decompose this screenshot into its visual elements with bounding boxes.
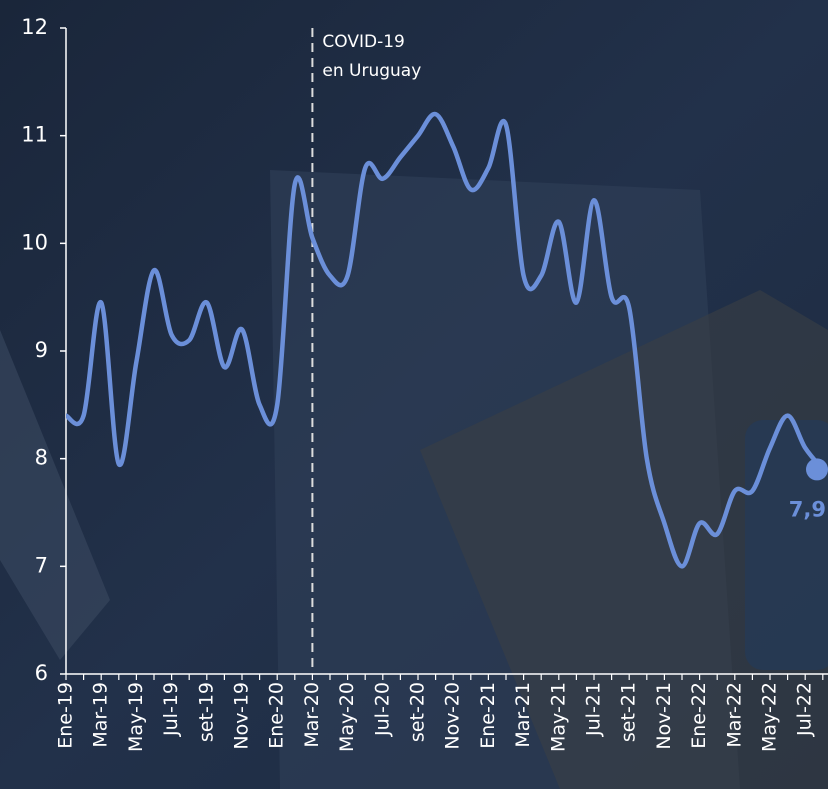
y-tick-label: 9 <box>35 338 48 362</box>
phone-shape <box>745 420 828 670</box>
y-tick-label: 7 <box>35 553 48 577</box>
x-tick-label: Ene-19 <box>55 682 77 749</box>
x-tick-label: Mar-22 <box>723 682 745 748</box>
x-tick-label: Nov-19 <box>231 682 253 750</box>
x-tick-label: set-19 <box>195 682 217 742</box>
x-tick-label: Jul-20 <box>371 682 393 737</box>
x-tick-label: Mar-21 <box>512 682 534 748</box>
y-tick-label: 12 <box>21 15 48 39</box>
y-tick-label: 8 <box>35 446 48 470</box>
x-tick-label: May-21 <box>547 682 569 752</box>
x-tick-label: Mar-20 <box>301 682 323 748</box>
x-tick-label: Jul-22 <box>794 682 816 737</box>
x-tick-label: Ene-21 <box>477 682 499 749</box>
y-tick-label: 11 <box>21 123 48 147</box>
x-tick-label: Jul-19 <box>160 682 182 737</box>
end-point <box>806 458 828 480</box>
x-tick-label: Ene-20 <box>266 682 288 749</box>
data-label: 7,9 <box>789 497 826 521</box>
x-tick-label: Mar-19 <box>90 682 112 748</box>
x-tick-label: May-20 <box>336 682 358 752</box>
annotation-text: en Uruguay <box>322 61 421 81</box>
annotation-text: COVID-19 <box>322 32 404 52</box>
chart: 6 7 8 9 10 11 12 Ene-19 Mar-19 May-19 Jul-19 set-19… <box>0 0 828 789</box>
y-tick-label: 10 <box>21 230 48 254</box>
page: 6 7 8 9 10 11 12 Ene-19 Mar-19 May-19 Jul-19 set-19… <box>0 0 828 789</box>
x-tick-label: May-22 <box>759 682 781 752</box>
x-tick-label: set-21 <box>618 682 640 742</box>
x-tick-label: Jul-21 <box>583 682 605 737</box>
y-tick-label: 6 <box>35 661 48 685</box>
x-tick-label: Nov-21 <box>653 682 675 750</box>
x-tick-label: Nov-20 <box>442 682 464 750</box>
x-tick-label: Ene-22 <box>688 682 710 749</box>
x-tick-label: May-19 <box>125 682 147 752</box>
x-tick-label: set-20 <box>407 682 429 742</box>
